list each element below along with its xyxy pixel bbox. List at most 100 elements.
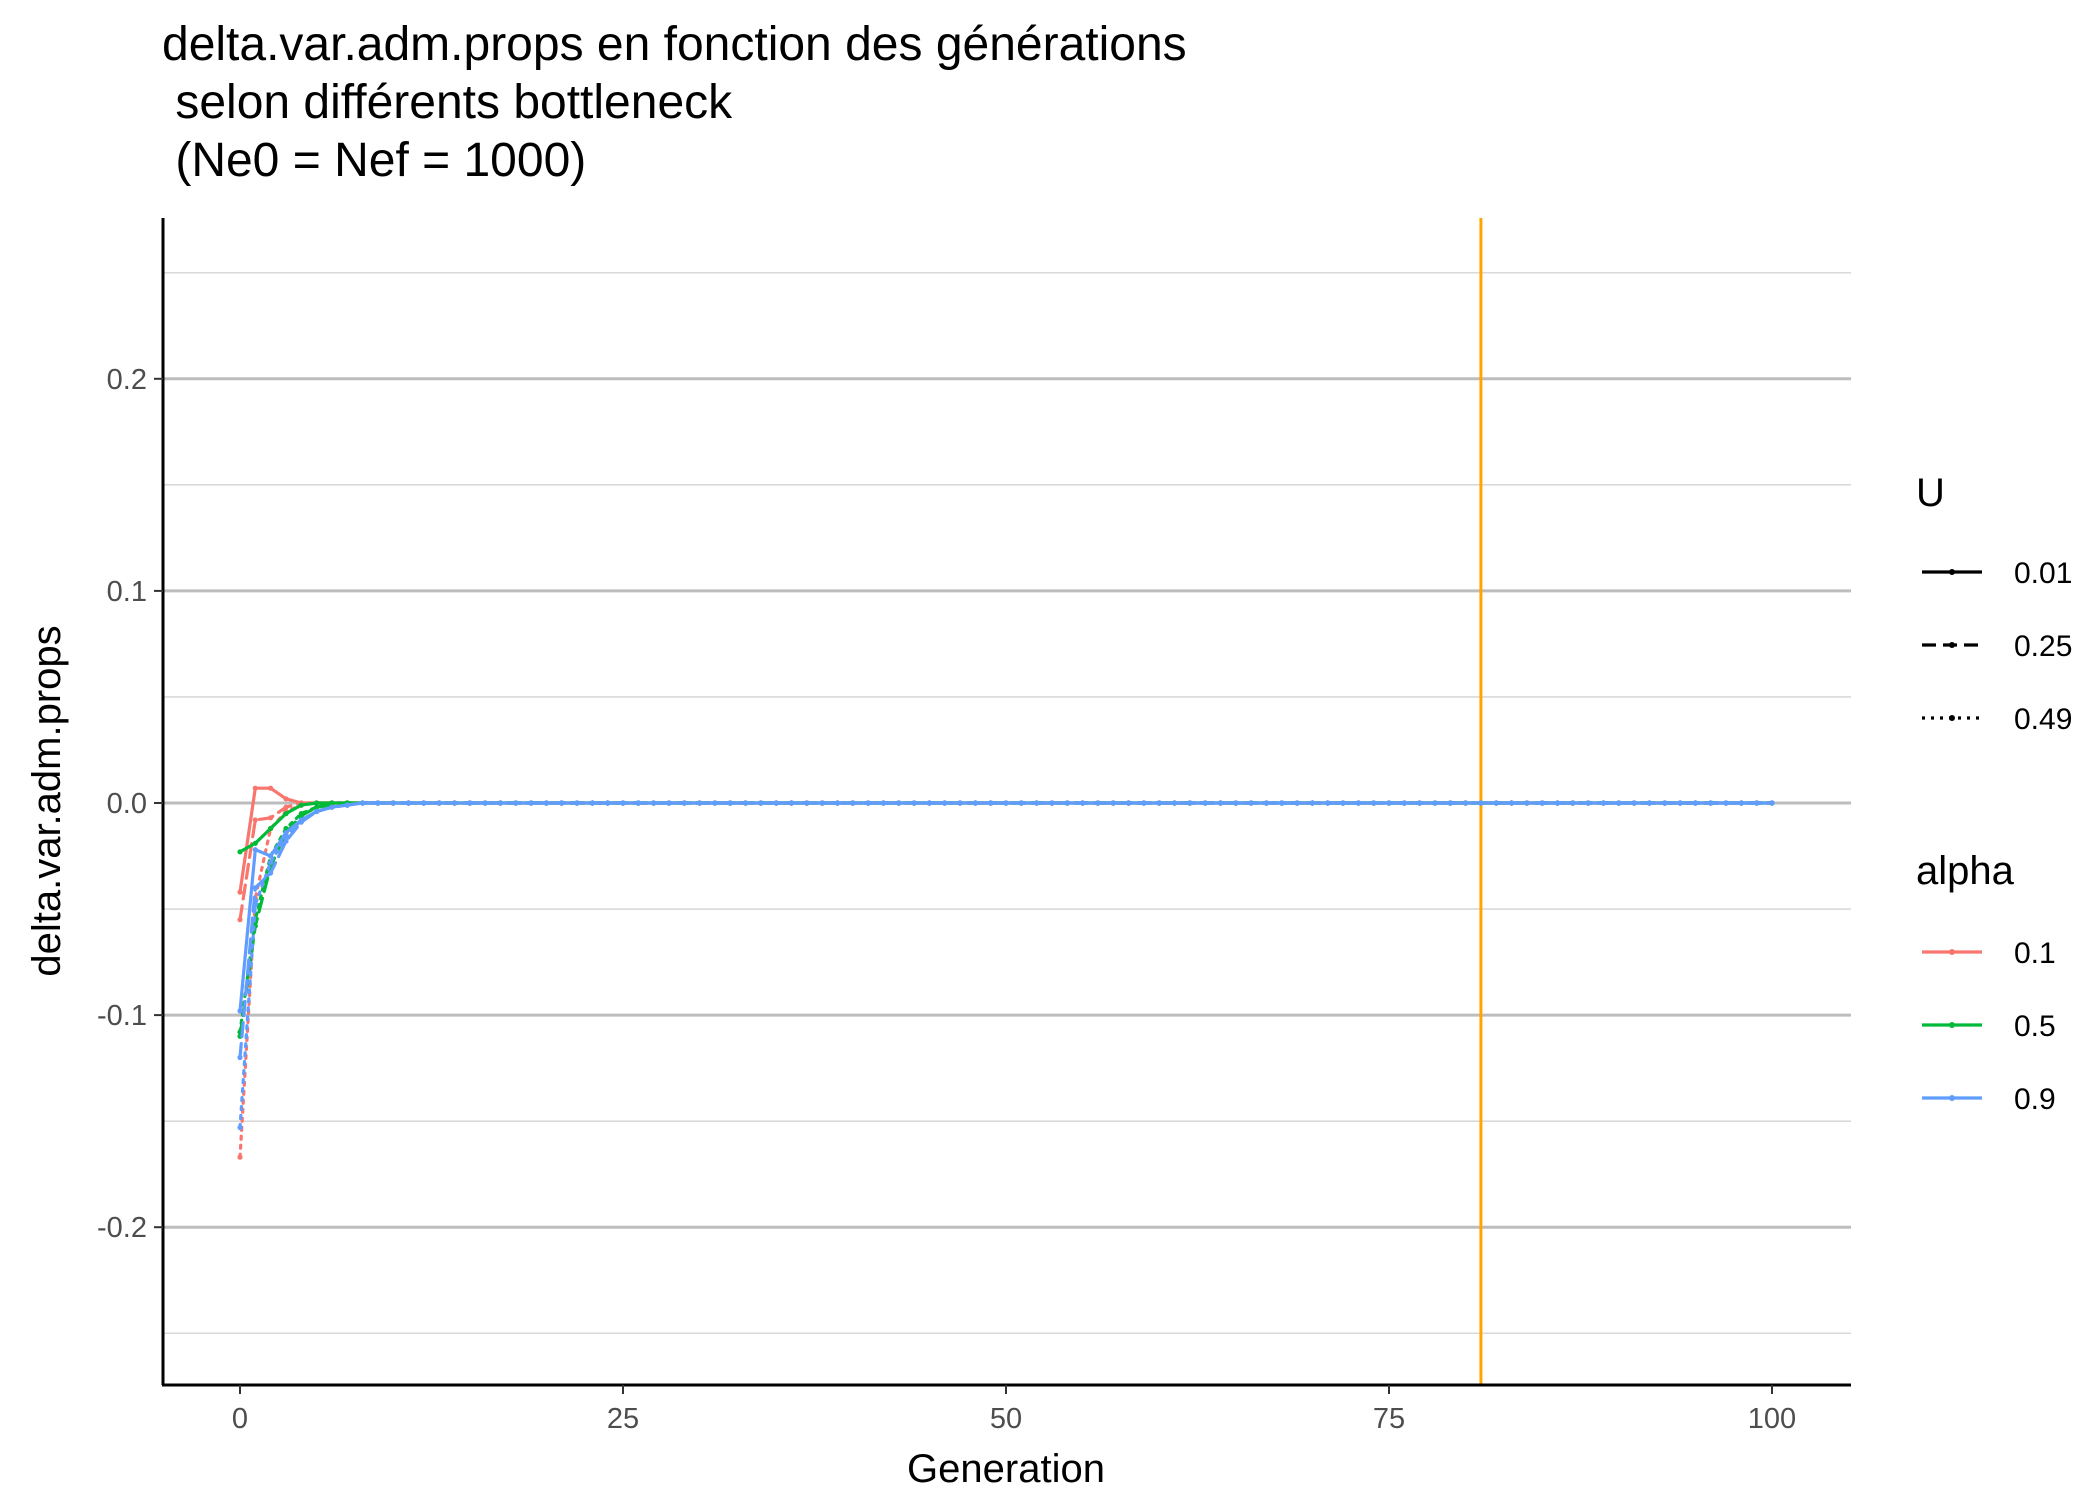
data-point (1003, 800, 1009, 806)
data-point (1692, 800, 1698, 806)
data-point (1355, 800, 1361, 806)
data-point (834, 800, 841, 806)
data-point (451, 800, 458, 806)
legend-key-point (1949, 949, 1955, 955)
series-line-alpha-0.9-u-0.01 (238, 801, 1774, 1013)
y-tick-label: -0.1 (97, 1000, 147, 1032)
data-point (1034, 800, 1040, 806)
data-point (283, 834, 289, 840)
y-tick-label: 0.0 (107, 788, 147, 820)
legend-title-u: U (1916, 471, 1945, 515)
data-point (1202, 800, 1208, 806)
x-tick-label: 0 (232, 1403, 248, 1435)
legend-label-alpha-0.1: 0.1 (2014, 937, 2056, 970)
data-point (926, 800, 933, 806)
x-axis-title: Generation (907, 1447, 1105, 1491)
legend-label-u-0.01: 0.01 (2014, 557, 2072, 590)
data-point (1340, 800, 1346, 806)
data-point (651, 800, 657, 806)
data-point (1677, 800, 1683, 806)
title-line-1: delta.var.adm.props en fonction des géné… (162, 18, 1187, 71)
data-point (773, 800, 779, 806)
x-tick-label: 25 (607, 1403, 639, 1435)
data-point (1539, 800, 1545, 806)
data-point (758, 800, 764, 806)
data-point (1662, 800, 1668, 806)
series-points-5 (237, 800, 1775, 1035)
data-point (1279, 800, 1285, 806)
series-line-alpha-0.5-u-0.01 (238, 801, 1774, 854)
data-point (1631, 800, 1637, 806)
data-point (268, 870, 274, 876)
data-point (405, 800, 412, 806)
data-point (543, 800, 550, 806)
legend-label-u-0.49: 0.49 (2014, 703, 2072, 736)
y-tick-label: 0.2 (107, 364, 147, 396)
legend-label-alpha-0.5: 0.5 (2014, 1010, 2056, 1043)
data-point (283, 838, 289, 844)
data-point (252, 840, 258, 846)
data-point (1463, 800, 1469, 806)
data-point (1417, 800, 1423, 806)
series-line-alpha-0.1-u-0.49 (238, 801, 1774, 1159)
data-point (605, 800, 611, 806)
chart-title: delta.var.adm.props en fonction des géné… (162, 18, 1187, 187)
legend-title-alpha: alpha (1916, 849, 2015, 893)
data-point (681, 800, 687, 806)
data-point (635, 800, 641, 806)
data-point (283, 811, 289, 817)
x-ticks: 0 25 50 75 100 (232, 1385, 1796, 1435)
series-points-8 (237, 800, 1775, 1131)
series-points-2 (237, 800, 1775, 1160)
data-point (865, 800, 871, 806)
data-point (390, 800, 396, 806)
data-point (513, 800, 519, 806)
data-point (697, 800, 703, 806)
data-point (1554, 800, 1561, 806)
legend-key-point (1949, 1022, 1955, 1028)
legend-key-point (1949, 569, 1955, 575)
series-line-alpha-0.1-u-0.25 (238, 801, 1774, 922)
data-point (237, 889, 243, 895)
legend-key-point (1949, 642, 1955, 648)
data-point (819, 800, 825, 806)
data-point (1371, 800, 1377, 806)
data-point (252, 885, 258, 891)
series-lines (237, 785, 1775, 1160)
data-point (252, 817, 258, 823)
data-point (314, 804, 320, 810)
data-point (574, 800, 580, 806)
data-point (421, 800, 427, 806)
data-point (712, 800, 718, 806)
data-point (1493, 800, 1499, 806)
data-point (1018, 800, 1024, 806)
data-point (1294, 800, 1300, 806)
x-tick-label: 50 (990, 1403, 1022, 1435)
x-tick-label: 75 (1373, 1403, 1405, 1435)
data-point (237, 1008, 243, 1014)
data-point (528, 800, 534, 806)
series-points-4 (237, 800, 1775, 1039)
series-points-1 (237, 800, 1775, 923)
data-point (1708, 800, 1714, 806)
y-axis-title: delta.var.adm.props (25, 625, 69, 976)
data-point (1616, 800, 1622, 806)
data-point (268, 785, 274, 791)
data-point (268, 859, 274, 866)
data-point (237, 849, 243, 855)
legend-key-point (1949, 715, 1955, 721)
series-line-alpha-0.5-u-0.25 (238, 801, 1774, 1038)
data-point (942, 800, 948, 806)
legend-label-alpha-0.9: 0.9 (2014, 1083, 2056, 1116)
data-point (268, 815, 274, 821)
series-points-6 (237, 800, 1775, 1014)
data-point (237, 917, 243, 923)
data-point (298, 811, 304, 817)
data-point (1447, 800, 1453, 806)
data-point (1769, 800, 1775, 806)
data-point (1600, 800, 1607, 806)
data-point (620, 800, 626, 806)
data-point (314, 808, 320, 815)
data-point (743, 800, 749, 806)
data-point (252, 847, 258, 853)
